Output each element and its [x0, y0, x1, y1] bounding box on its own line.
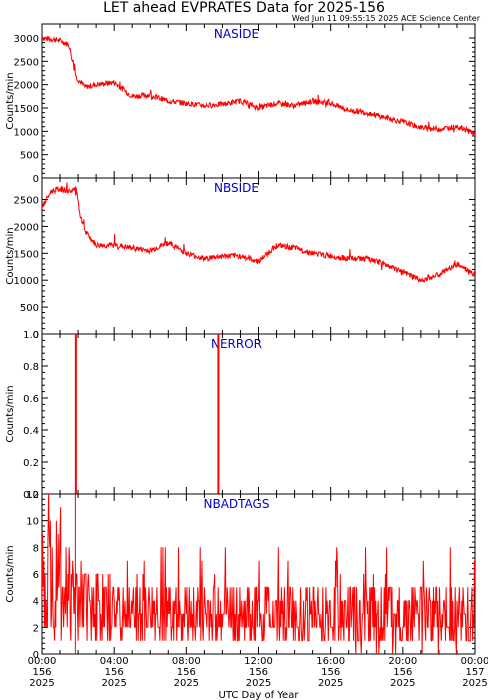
nerror-label: NERROR: [211, 337, 262, 351]
nerror-ytick-label: 0.8: [23, 362, 39, 373]
nbadtags-ytick-label: 6: [33, 570, 39, 581]
xtick-time-4: 16:00: [316, 656, 345, 667]
nbadtags-ytick-label: 12: [26, 490, 39, 501]
naside-ytick-label: 2000: [14, 81, 39, 92]
nbadtags-ytick-label: 4: [33, 597, 39, 608]
xtick-time-1: 04:00: [100, 656, 129, 667]
nerror-ylabel: Counts/min: [5, 385, 16, 442]
nbadtags-label: NBADTAGS: [204, 497, 270, 511]
xaxis-title: UTC Day of Year: [219, 690, 300, 700]
nerror-ytick-label: 0.4: [23, 426, 39, 437]
nerror-ytick-label: 0.0: [23, 490, 39, 501]
naside-ytick-label: 500: [20, 151, 39, 162]
nbside-ytick-label: 2500: [14, 196, 39, 207]
xtick-year-5: 2025: [390, 678, 415, 689]
xtick-doy-2: 156: [177, 667, 196, 678]
nerror-ytick-label: 0.2: [23, 458, 39, 469]
naside-ylabel: Counts/min: [5, 72, 16, 129]
xtick-time-5: 20:00: [388, 656, 417, 667]
xtick-year-6: 2025: [462, 678, 487, 689]
xtick-year-3: 2025: [246, 678, 271, 689]
xtick-year-4: 2025: [318, 678, 343, 689]
nbadtags-ytick-label: 2: [33, 623, 39, 634]
nbadtags-ylabel: Counts/min: [5, 545, 16, 602]
xtick-time-3: 12:00: [244, 656, 273, 667]
nbside-ytick-label: 500: [20, 303, 39, 314]
naside-ytick-label: 1500: [14, 104, 39, 115]
naside-series-line: [42, 36, 475, 137]
naside-ytick-label: 3000: [14, 34, 39, 45]
naside-frame: [41, 23, 476, 179]
nbside-label: NBSIDE: [214, 181, 259, 195]
xtick-doy-4: 156: [321, 667, 340, 678]
chart-title: LET ahead EVPRATES Data for 2025-156: [103, 0, 385, 16]
naside-ytick-label: 0: [33, 174, 39, 185]
nerror-series-line: [42, 334, 475, 494]
generation-timestamp: Wed Jun 11 09:55:15 2025 ACE Science Cen…: [291, 14, 480, 23]
nerror-ytick-label: 1.0: [23, 330, 39, 341]
nbside-ytick-label: 0: [33, 330, 39, 341]
xtick-year-0: 2025: [29, 678, 54, 689]
xtick-year-2: 2025: [174, 678, 199, 689]
nerror-frame: [41, 333, 476, 495]
xtick-doy-0: 156: [32, 667, 51, 678]
xtick-doy-3: 156: [249, 667, 268, 678]
nbadtags-ytick-label: 10: [26, 517, 39, 528]
nbside-ytick-label: 1000: [14, 276, 39, 287]
nbside-frame: [41, 177, 476, 335]
xtick-time-6: 00:00: [461, 656, 488, 667]
nbside-ytick-label: 2000: [14, 222, 39, 233]
nerror-ytick-label: 0.6: [23, 394, 39, 405]
naside-ytick-label: 1000: [14, 127, 39, 138]
naside-ytick-label: 2500: [14, 57, 39, 68]
xtick-doy-1: 156: [105, 667, 124, 678]
nbside-ytick-label: 1500: [14, 249, 39, 260]
nbside-ylabel: Counts/min: [5, 227, 16, 284]
xtick-doy-5: 156: [393, 667, 412, 678]
naside-label: NASIDE: [214, 27, 259, 41]
nbadtags-ytick-label: 8: [33, 543, 39, 554]
nbadtags-series-line: [42, 494, 475, 654]
nbadtags-ytick-label: 0: [33, 650, 39, 661]
xtick-time-2: 08:00: [172, 656, 201, 667]
xtick-year-1: 2025: [101, 678, 126, 689]
nbside-series-line: [42, 182, 475, 283]
xtick-doy-6: 157: [465, 667, 484, 678]
xtick-time-0: 00:00: [28, 656, 57, 667]
